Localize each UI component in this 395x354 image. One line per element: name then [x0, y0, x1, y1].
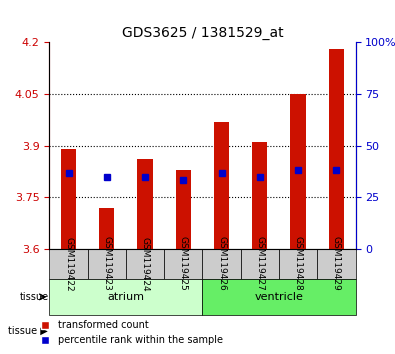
Text: GSM119426: GSM119426	[217, 236, 226, 291]
Text: GSM119423: GSM119423	[102, 236, 111, 291]
Text: GSM119428: GSM119428	[293, 236, 303, 291]
FancyBboxPatch shape	[88, 249, 126, 279]
Bar	[61, 149, 76, 249]
FancyBboxPatch shape	[49, 279, 202, 315]
Text: GSM119424: GSM119424	[141, 236, 150, 291]
FancyBboxPatch shape	[126, 249, 164, 279]
FancyBboxPatch shape	[317, 249, 356, 279]
Bar	[214, 122, 229, 249]
Text: GSM119422: GSM119422	[64, 236, 73, 291]
Title: GDS3625 / 1381529_at: GDS3625 / 1381529_at	[122, 26, 283, 40]
Text: ventricle: ventricle	[254, 292, 303, 302]
Bar	[137, 160, 153, 249]
FancyBboxPatch shape	[164, 249, 202, 279]
Text: GSM119427: GSM119427	[255, 236, 264, 291]
Text: GSM119429: GSM119429	[332, 236, 341, 291]
Legend: transformed count, percentile rank within the sample: transformed count, percentile rank withi…	[36, 316, 227, 349]
FancyBboxPatch shape	[202, 249, 241, 279]
Text: atrium: atrium	[107, 292, 145, 302]
FancyBboxPatch shape	[49, 249, 88, 279]
Text: GSM119425: GSM119425	[179, 236, 188, 291]
Text: tissue: tissue	[20, 292, 49, 302]
Bar	[329, 49, 344, 249]
Bar	[252, 142, 267, 249]
FancyBboxPatch shape	[241, 249, 279, 279]
FancyBboxPatch shape	[279, 249, 317, 279]
FancyBboxPatch shape	[202, 279, 356, 315]
Bar	[99, 208, 115, 249]
Bar	[290, 94, 306, 249]
Text: tissue ▶: tissue ▶	[8, 326, 48, 336]
Bar	[176, 170, 191, 249]
